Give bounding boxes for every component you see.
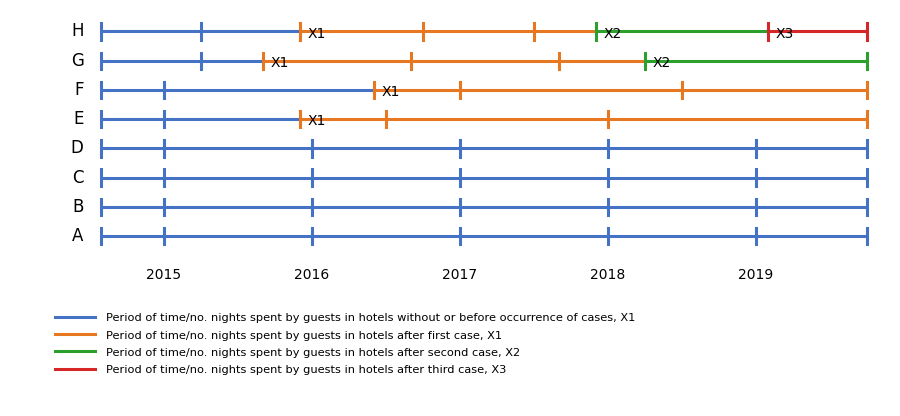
Legend: Period of time/no. nights spent by guests in hotels without or before occurrence: Period of time/no. nights spent by guest…	[50, 308, 641, 380]
Text: G: G	[70, 52, 84, 70]
Text: X1: X1	[382, 85, 400, 99]
Text: F: F	[74, 81, 84, 99]
Text: X1: X1	[307, 27, 326, 41]
Text: H: H	[71, 22, 84, 40]
Text: A: A	[72, 227, 84, 245]
Text: X3: X3	[775, 27, 794, 41]
Text: E: E	[73, 110, 84, 128]
Text: X2: X2	[604, 27, 622, 41]
Text: X1: X1	[307, 114, 326, 129]
Text: C: C	[72, 168, 84, 186]
Text: B: B	[72, 198, 84, 216]
Text: D: D	[70, 139, 84, 157]
Text: X1: X1	[270, 56, 289, 70]
Text: X2: X2	[652, 56, 670, 70]
